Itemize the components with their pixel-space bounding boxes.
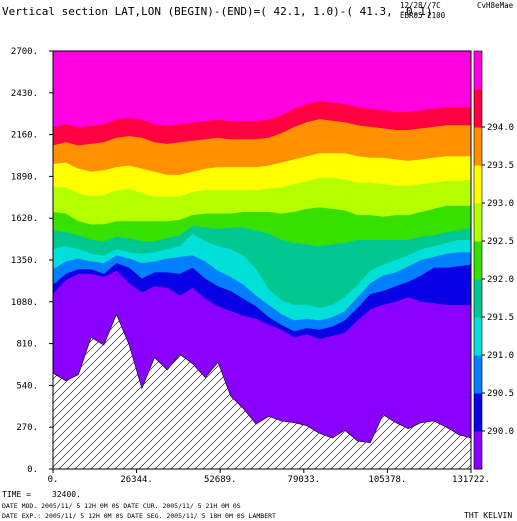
colorbar-swatch xyxy=(474,431,482,470)
x-tick-label: 79033. xyxy=(288,475,321,485)
date-line-2: DATE EXP.: 2005/11/ 5 12H 0M 0S DATE SEG… xyxy=(2,512,276,520)
colorbar-swatch xyxy=(474,241,482,280)
colorbar-label: 293.0 xyxy=(487,199,514,209)
y-tick-label: 1890. xyxy=(11,172,38,182)
y-tick-label: 1350. xyxy=(11,256,38,266)
colorbar-swatch xyxy=(474,279,482,318)
colorbar-label: 292.0 xyxy=(487,275,514,285)
colorbar-swatch xyxy=(474,203,482,242)
units-label: THT KELVIN xyxy=(464,511,512,520)
colorbar-frame xyxy=(473,50,483,470)
colorbar-label: 290.5 xyxy=(487,389,514,399)
time-value: 32400. xyxy=(52,490,81,499)
colorbar-swatch xyxy=(474,393,482,432)
x-tick-label: 131722. xyxy=(452,475,490,485)
y-axis: 0. 270. 540. 810. 1080. 1350. 1620. 1890. 2160. 2… xyxy=(11,47,53,475)
y-tick-label: 2160. xyxy=(11,131,38,141)
header-brand: CvH8eMae xyxy=(477,1,514,10)
colorbar-label: 292.5 xyxy=(487,237,514,247)
colorbar-label: 294.0 xyxy=(487,123,514,133)
x-tick-label: 26344. xyxy=(120,475,153,485)
terrain-hatch xyxy=(53,313,471,469)
y-tick-label: 540. xyxy=(16,381,38,391)
colorbar-swatch xyxy=(474,317,482,356)
colorbar-label: 290.0 xyxy=(487,427,514,437)
colorbar-swatch xyxy=(474,355,482,394)
colorbar-label: 293.5 xyxy=(487,161,514,171)
colorbar-swatch xyxy=(474,51,482,90)
y-tick-label: 2700. xyxy=(11,47,38,57)
colorbar-swatch xyxy=(474,127,482,166)
colorbar: 290.0 290.5 291.0 291.5 292.0 292.5 293.0 293.5… xyxy=(473,50,514,470)
y-tick-label: 1620. xyxy=(11,214,38,224)
colorbar-swatch xyxy=(474,165,482,204)
y-tick-label: 810. xyxy=(16,340,38,350)
x-axis: 0. 26344. 52689. 79033. 105378. 131722. xyxy=(48,469,490,485)
time-label: TIME = xyxy=(2,490,31,499)
y-tick-label: 1080. xyxy=(11,298,38,308)
y-tick-label: 2430. xyxy=(11,89,38,99)
x-tick-label: 0. xyxy=(48,475,59,485)
plot-area xyxy=(53,51,471,469)
header-code: EBR05 2100 xyxy=(400,11,446,20)
header-date: 12/28//7C xyxy=(400,1,441,10)
date-line-1: DATE MOD. 2005/11/ 5 12H 0M 0S DATE CUR.… xyxy=(2,502,241,510)
chart-title: Vertical section LAT,LON (BEGIN)-(END)=(… xyxy=(2,5,432,18)
colorbar-label: 291.5 xyxy=(487,313,514,323)
band-above-294.0-top xyxy=(53,51,471,128)
y-tick-label: 270. xyxy=(16,423,38,433)
colorbar-label: 291.0 xyxy=(487,351,514,361)
x-tick-label: 105378. xyxy=(368,475,406,485)
y-tick-label: 0. xyxy=(27,465,38,475)
x-tick-label: 52689. xyxy=(204,475,237,485)
colorbar-swatch xyxy=(474,89,482,128)
